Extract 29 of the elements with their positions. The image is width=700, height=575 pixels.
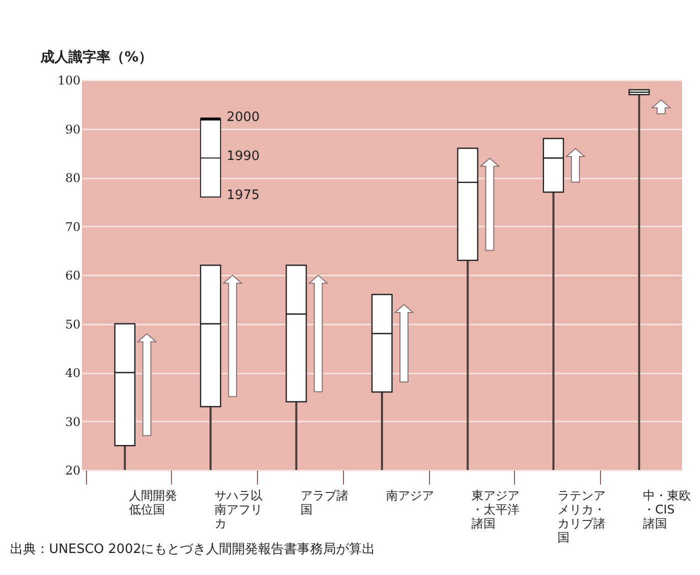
annotation: 1990 <box>226 149 260 164</box>
bar <box>210 406 212 470</box>
annotation: 2000 <box>226 110 260 125</box>
x-tick-label: ラテンアメリカ・カリブ諸国 <box>557 488 606 544</box>
x-tick-label: 東アジア・太平洋諸国 <box>472 488 520 530</box>
source-note: 出典：UNESCO 2002にもとづき人間開発報告書事務局が算出 <box>10 541 376 558</box>
y-tick-label: 20 <box>65 464 80 478</box>
bar <box>381 392 383 470</box>
x-tick-label: 中・東欧・CIS諸国 <box>643 488 692 530</box>
y-tick-label: 70 <box>65 220 80 234</box>
x-tick-label: 南アジア <box>386 488 434 502</box>
y-axis-title: 成人識字率（%） <box>40 48 153 66</box>
y-tick-label: 60 <box>65 268 80 282</box>
bar <box>124 446 126 470</box>
bar <box>466 260 469 470</box>
x-tick-label: 人間開発低位国 <box>128 488 177 516</box>
annotation: 1975 <box>226 188 260 203</box>
y-tick-label: 50 <box>65 317 80 332</box>
y-tick-label: 80 <box>65 171 80 185</box>
bar <box>638 94 640 470</box>
y-tick-label: 90 <box>65 122 80 136</box>
y-tick-label: 100 <box>58 74 80 88</box>
y-tick-label: 40 <box>65 366 80 380</box>
x-tick-label: アラブ諸国 <box>300 488 348 516</box>
x-tick-label: サハラ以南アフリカ <box>214 488 263 530</box>
bar <box>628 89 650 93</box>
y-tick-label: 30 <box>65 414 80 429</box>
bar <box>552 192 554 470</box>
bar <box>295 402 298 470</box>
